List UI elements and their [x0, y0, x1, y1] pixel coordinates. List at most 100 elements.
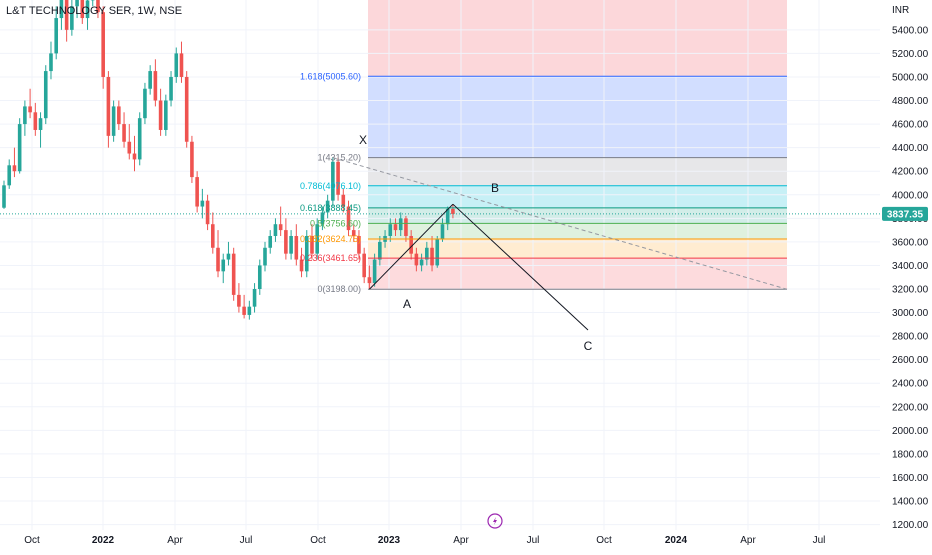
lightning-icon[interactable] — [488, 514, 502, 528]
candle-body — [18, 124, 22, 171]
candle-body — [39, 118, 43, 130]
price-tick-label: 1800.00 — [892, 449, 929, 460]
candle-body — [237, 295, 241, 307]
wave-label-x: X — [359, 133, 367, 147]
candle-body — [373, 260, 377, 284]
price-tick-label: 3200.00 — [892, 285, 929, 296]
candle-body — [388, 224, 392, 236]
fib-level-label: 0.618(3888.45) — [300, 203, 361, 213]
candle-body — [201, 201, 205, 207]
time-tick-label: 2022 — [92, 535, 115, 546]
time-tick-label: Oct — [24, 535, 40, 546]
time-tick-label: 2024 — [665, 535, 688, 546]
time-tick-label: Jul — [240, 535, 253, 546]
candle-body — [44, 71, 48, 118]
price-tick-label: 2200.00 — [892, 402, 929, 413]
candle-body — [451, 209, 455, 214]
price-tick-label: 5000.00 — [892, 72, 929, 83]
candle-body — [289, 236, 293, 254]
candle-body — [122, 124, 126, 142]
candle-body — [169, 77, 173, 101]
candle-body — [430, 248, 434, 266]
price-tick-label: 5200.00 — [892, 49, 929, 60]
candle-body — [227, 254, 231, 260]
fib-zone — [368, 208, 787, 224]
time-tick-label: Oct — [310, 535, 326, 546]
fib-zone — [368, 158, 787, 186]
price-tick-label: 1600.00 — [892, 473, 929, 484]
candle-body — [159, 101, 163, 130]
candle-body — [28, 106, 32, 112]
price-tick-label: 4200.00 — [892, 167, 929, 178]
price-tick-label: 2000.00 — [892, 426, 929, 437]
candle-body — [148, 71, 152, 89]
candle-body — [54, 18, 58, 53]
candle-body — [195, 177, 199, 206]
fib-level-label: 0.236(3461.65) — [300, 253, 361, 263]
price-tick-label: 4600.00 — [892, 120, 929, 131]
price-tick-label: 2600.00 — [892, 355, 929, 366]
candle-body — [221, 260, 225, 272]
candle-body — [190, 142, 194, 177]
price-tick-label: 4000.00 — [892, 190, 929, 201]
candle-body — [206, 201, 210, 225]
candle-body — [185, 77, 189, 142]
fib-level-label: 0.5(3756.60) — [310, 218, 361, 228]
candle-body — [242, 307, 246, 315]
candle-body — [117, 106, 121, 124]
candle-body — [133, 154, 137, 160]
candle-body — [112, 106, 116, 135]
price-tick-label: 3600.00 — [892, 237, 929, 248]
chart-title: L&T TECHNOLOGY SER, 1W, NSE — [6, 5, 182, 17]
currency-label: INR — [892, 5, 909, 16]
price-tick-label: 1400.00 — [892, 497, 929, 508]
price-tick-label: 5400.00 — [892, 25, 929, 36]
wave-label-c: C — [584, 339, 593, 353]
price-tick-label: 3400.00 — [892, 261, 929, 272]
last-price-value: 3837.35 — [887, 209, 924, 220]
candle-body — [23, 106, 27, 124]
candle-body — [404, 218, 408, 236]
candle-body — [138, 118, 142, 159]
candle-body — [258, 265, 262, 289]
fib-zone — [368, 186, 787, 208]
candle-body — [34, 112, 38, 130]
candle-body — [279, 224, 283, 230]
candle-body — [107, 77, 111, 136]
time-tick-label: Jul — [527, 535, 540, 546]
candle-body — [394, 224, 398, 230]
wave-label-a: A — [403, 297, 411, 311]
candle-body — [420, 260, 424, 266]
candle-body — [435, 240, 439, 266]
candle-body — [284, 230, 288, 254]
fib-level-label: 0(3198.00) — [317, 284, 361, 294]
candle-body — [49, 53, 53, 71]
fib-level-label: 1.618(5005.60) — [300, 71, 361, 81]
fib-level-label: 1(4315.20) — [317, 153, 361, 163]
price-tick-label: 4800.00 — [892, 96, 929, 107]
candle-body — [216, 248, 220, 272]
wave-label-b: B — [491, 181, 499, 195]
price-tick-label: 2800.00 — [892, 332, 929, 343]
candle-body — [295, 236, 299, 260]
candle-body — [263, 248, 267, 266]
candle-body — [368, 277, 372, 283]
candle-body — [378, 242, 382, 260]
price-axis[interactable]: 1200.00 1400.00 1600.00 1800.00 2000.00 2200.… — [892, 25, 929, 531]
candle-body — [13, 165, 17, 171]
time-tick-label: Apr — [740, 535, 756, 546]
time-tick-label: Apr — [167, 535, 183, 546]
time-tick-label: Apr — [453, 535, 469, 546]
fib-zone — [368, 223, 787, 239]
candle-body — [248, 307, 252, 315]
candle-body — [180, 53, 184, 77]
time-tick-label: Oct — [596, 535, 612, 546]
candle-body — [174, 53, 178, 77]
price-tick-label: 1200.00 — [892, 520, 929, 531]
candle-body — [415, 254, 419, 266]
candle-body — [2, 185, 6, 207]
candle-body — [268, 236, 272, 248]
